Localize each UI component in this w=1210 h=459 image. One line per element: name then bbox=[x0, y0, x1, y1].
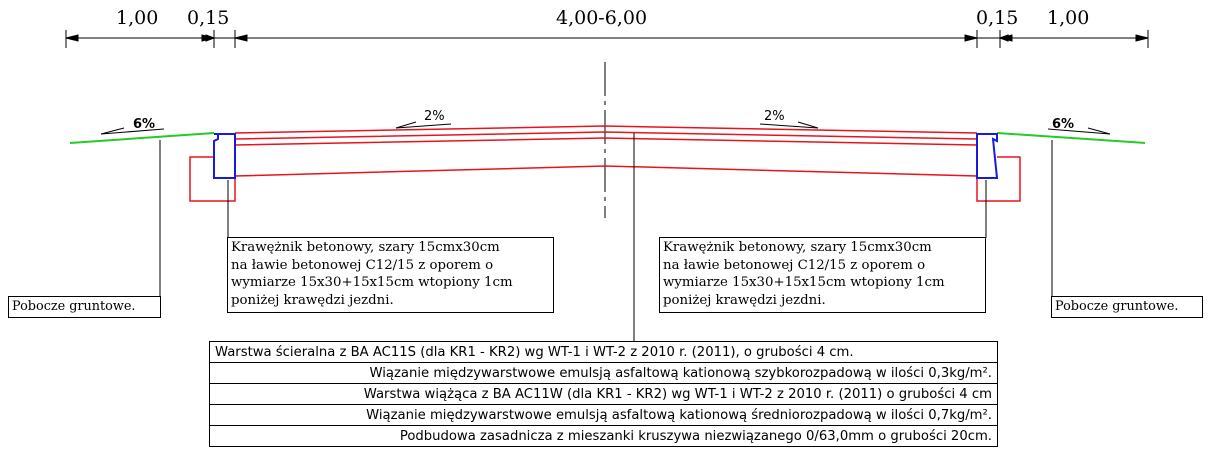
right-curb-note-line-4: poniżej krawędzi jezdni. bbox=[663, 292, 826, 308]
right-curb-foundation bbox=[976, 156, 1021, 202]
layer-binder-course: Warstwa wiążąca z BA AC11W (dla KR1 - KR… bbox=[209, 383, 998, 405]
leader-lines bbox=[159, 133, 1053, 342]
layer-tack-coat-2: Wiązanie międzywarstwowe emulsją asfalto… bbox=[209, 404, 998, 426]
left-curb-note-line-1: Krawężnik betonowy, szary 15cmx30cm bbox=[231, 240, 500, 255]
left-curb-note-line-4: poniżej krawędzi jezdni. bbox=[231, 292, 394, 308]
left-shoulder-slope-indicator bbox=[100, 127, 165, 135]
base-course-bottom bbox=[234, 165, 978, 177]
right-curb bbox=[976, 133, 999, 179]
left-curb-note-line-3: wymiarze 15x30+15x15cm wtopiony 1cm bbox=[231, 275, 513, 290]
right-curb-note-line-2: na ławie betonowej C12/15 z oporem o bbox=[663, 257, 926, 273]
left-curb bbox=[213, 133, 236, 179]
layer-tack-coat-1: Wiązanie międzywarstwowe emulsją asfalto… bbox=[209, 362, 998, 384]
pavement-layers bbox=[189, 125, 1021, 202]
table-row: Warstwa wiążąca z BA AC11W (dla KR1 - KR… bbox=[209, 383, 998, 405]
table-row: Podbudowa zasadnicza z mieszanki kruszyw… bbox=[209, 425, 998, 447]
layer-wearing-course: Warstwa ścieralna z BA AC11S (dla KR1 - … bbox=[209, 341, 998, 363]
left-curb-foundation bbox=[189, 156, 236, 202]
right-shoulder-note: Pobocze gruntowe. bbox=[1051, 296, 1203, 318]
left-lane-slope: 2% bbox=[424, 109, 445, 124]
left-curb-note: Krawężnik betonowy, szary 15cmx30cm na ł… bbox=[227, 237, 554, 313]
curbs bbox=[213, 133, 999, 179]
wearing-course-top bbox=[234, 125, 978, 134]
dimension-line bbox=[65, 30, 1149, 48]
left-shoulder-slope: 6% bbox=[133, 117, 155, 132]
right-shoulder-surface bbox=[996, 132, 1146, 144]
dim-right-shoulder: 1,00 bbox=[1047, 7, 1089, 29]
dim-right-curb: 0,15 bbox=[976, 7, 1018, 29]
dim-left-curb: 0,15 bbox=[187, 7, 229, 29]
table-row: Warstwa ścieralna z BA AC11S (dla KR1 - … bbox=[209, 341, 998, 363]
right-shoulder-slope-indicator bbox=[1047, 127, 1111, 135]
wearing-course-bottom bbox=[234, 131, 978, 140]
left-curb-note-line-2: na ławie betonowej C12/15 z oporem o bbox=[231, 257, 494, 273]
right-curb-note: Krawężnik betonowy, szary 15cmx30cm na ł… bbox=[659, 237, 986, 313]
dim-left-shoulder: 1,00 bbox=[116, 7, 158, 29]
dim-carriageway: 4,00-6,00 bbox=[556, 7, 647, 29]
left-shoulder-note: Pobocze gruntowe. bbox=[8, 296, 161, 318]
pavement-layers-table: Warstwa ścieralna z BA AC11S (dla KR1 - … bbox=[209, 341, 998, 447]
right-lane-slope: 2% bbox=[764, 109, 785, 124]
right-curb-note-line-1: Krawężnik betonowy, szary 15cmx30cm bbox=[663, 240, 932, 255]
right-shoulder-slope: 6% bbox=[1052, 117, 1074, 132]
binder-course-bottom bbox=[234, 137, 978, 146]
table-row: Wiązanie międzywarstwowe emulsją asfalto… bbox=[209, 362, 998, 384]
left-shoulder-surface bbox=[69, 132, 215, 144]
table-row: Wiązanie międzywarstwowe emulsją asfalto… bbox=[209, 404, 998, 426]
layer-base-course: Podbudowa zasadnicza z mieszanki kruszyw… bbox=[209, 425, 998, 447]
left-lane-slope-indicator bbox=[395, 121, 452, 129]
right-curb-note-line-3: wymiarze 15x30+15x15cm wtopiony 1cm bbox=[663, 275, 945, 290]
right-lane-slope-indicator bbox=[759, 121, 819, 129]
